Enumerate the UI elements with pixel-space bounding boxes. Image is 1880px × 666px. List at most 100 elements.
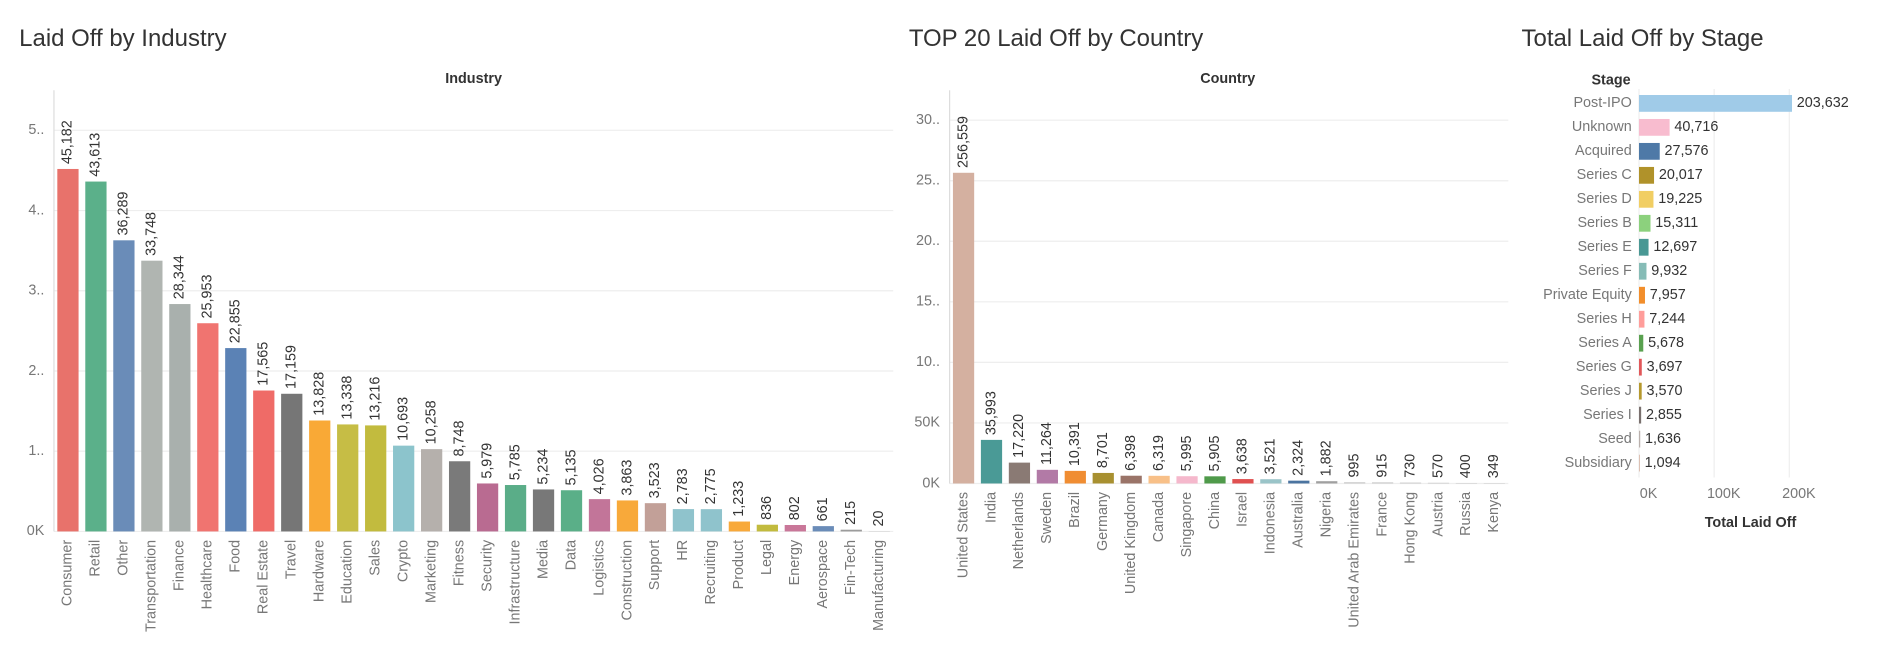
value-label: 730: [1402, 454, 1418, 478]
value-label: 5,785: [507, 444, 523, 480]
bar: [728, 521, 751, 532]
value-label: 10,391: [1067, 422, 1083, 466]
bar: [784, 524, 806, 532]
x-tick-label: United Kingdom: [1123, 492, 1139, 594]
x-tick-label: Data: [563, 540, 579, 570]
x-tick-label: Fitness: [451, 540, 467, 586]
value-label: 8,748: [451, 420, 467, 456]
x-tick-label: Australia: [1291, 492, 1307, 548]
value-label: 1,233: [731, 481, 747, 517]
value-label: 915: [1374, 454, 1390, 478]
bar: [980, 439, 1003, 484]
y-tick-label: 15..: [916, 294, 940, 310]
x-tick-label: Consumer: [60, 540, 76, 607]
y-tick-label: Series A: [1578, 335, 1632, 351]
bar: [1639, 142, 1660, 160]
x-tick-label: Aerospace: [815, 540, 831, 609]
x-tick-label: Energy: [787, 539, 803, 585]
x-tick-label: Legal: [759, 540, 775, 575]
x-tick-label: United Arab Emirates: [1346, 492, 1362, 628]
row-header: Stage: [1591, 72, 1630, 88]
value-label: 11,264: [1039, 422, 1055, 465]
value-label: 1,636: [1645, 431, 1681, 447]
x-tick-label: Indonesia: [1263, 492, 1279, 554]
x-tick-label: Media: [535, 540, 551, 579]
value-label: 215: [843, 501, 859, 525]
value-label: 661: [815, 497, 831, 521]
value-label: 5,135: [563, 449, 579, 485]
y-tick-label: Acquired: [1575, 143, 1632, 159]
bar: [504, 485, 527, 532]
bar: [588, 499, 611, 532]
value-label: 7,244: [1649, 311, 1685, 327]
bar: [1639, 214, 1651, 232]
bar: [1639, 286, 1645, 304]
x-tick-label: Other: [116, 540, 132, 576]
x-tick-label: 200K: [1782, 486, 1816, 502]
value-label: 3,521: [1263, 438, 1279, 474]
y-tick-label: 4..: [28, 202, 44, 218]
column-header: Industry: [445, 71, 502, 87]
y-tick-label: Series D: [1577, 191, 1632, 207]
bar: [1092, 472, 1114, 484]
x-tick-label: China: [1207, 492, 1223, 530]
y-tick-label: Series F: [1578, 263, 1632, 279]
value-label: 33,748: [144, 212, 160, 256]
value-label: 256,559: [955, 116, 971, 168]
y-tick-label: Series C: [1577, 167, 1632, 183]
x-tick-label: Sales: [367, 540, 383, 576]
value-label: 10,258: [423, 400, 439, 444]
x-tick-label: India: [983, 492, 999, 523]
value-label: 4,026: [591, 458, 607, 494]
bar: [700, 509, 723, 532]
value-label: 995: [1346, 453, 1362, 477]
value-label: 35,993: [983, 391, 999, 435]
x-tick-label: Transportation: [144, 540, 160, 632]
x-tick-label: Manufacturing: [871, 540, 887, 631]
y-tick-label: 0K: [922, 475, 940, 491]
value-label: 802: [787, 496, 803, 520]
bar: [1176, 476, 1198, 484]
bar: [1232, 479, 1254, 484]
bar: [1316, 481, 1338, 484]
bar: [1427, 482, 1450, 484]
x-tick-label: Singapore: [1179, 492, 1195, 558]
x-tick-label: Security: [479, 539, 495, 592]
y-tick-label: Series I: [1583, 407, 1632, 423]
value-label: 28,344: [172, 255, 188, 299]
bar: [1036, 469, 1058, 484]
x-tick-label: Sweden: [1039, 492, 1055, 544]
value-label: 3,570: [1646, 383, 1682, 399]
bar: [1639, 430, 1641, 448]
bar: [1639, 358, 1642, 376]
y-tick-label: 1..: [28, 443, 44, 459]
x-tick-label: Healthcare: [200, 540, 216, 610]
value-label: 13,216: [367, 377, 383, 421]
y-tick-label: 3..: [28, 283, 44, 299]
y-tick-label: Seed: [1598, 431, 1632, 447]
x-tick-label: Product: [731, 540, 747, 590]
bar: [812, 526, 834, 532]
value-label: 17,159: [284, 345, 300, 389]
value-label: 5,979: [479, 443, 495, 479]
x-tick-label: HR: [675, 540, 691, 561]
x-tick-label: Marketing: [423, 540, 439, 603]
bar: [1344, 482, 1366, 484]
y-tick-label: Series H: [1577, 311, 1632, 327]
x-tick-label: Hong Kong: [1402, 492, 1418, 564]
bar: [840, 529, 862, 532]
bar: [421, 449, 443, 532]
bar: [1639, 238, 1649, 256]
bar: [1639, 382, 1642, 400]
x-tick-label: United States: [955, 492, 971, 578]
bar: [1008, 462, 1031, 484]
x-tick-label: Canada: [1151, 492, 1167, 542]
x-tick-label: Construction: [619, 540, 635, 621]
bar: [1399, 482, 1422, 484]
x-tick-label: 100K: [1707, 486, 1741, 502]
bar: [337, 424, 359, 532]
value-label: 5,995: [1179, 435, 1195, 471]
bar: [1639, 406, 1642, 424]
value-label: 15,311: [1655, 215, 1698, 231]
